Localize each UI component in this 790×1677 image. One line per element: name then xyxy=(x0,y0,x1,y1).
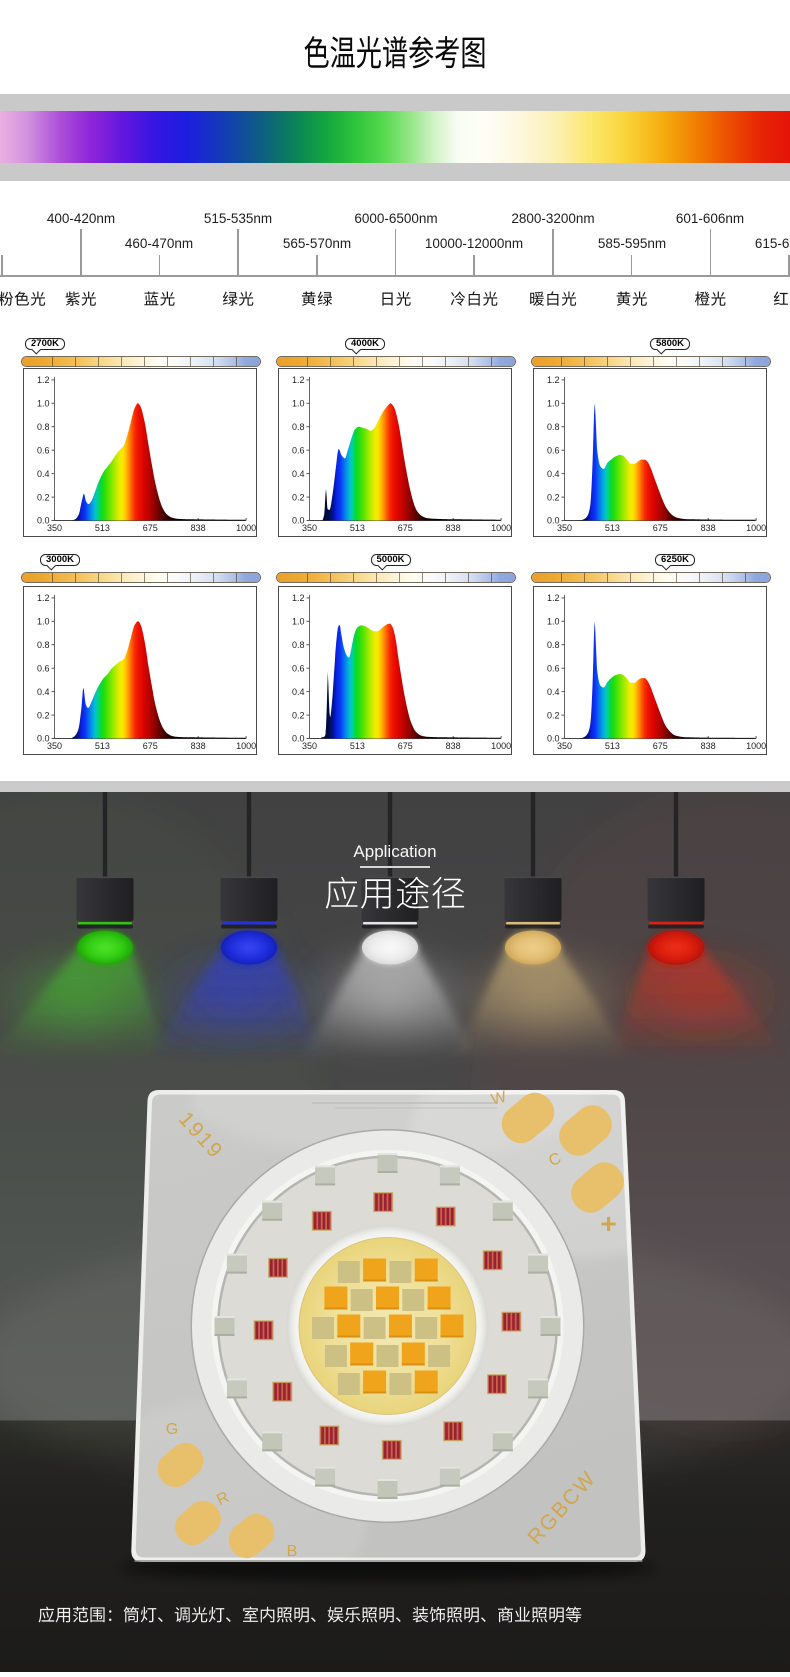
svg-text:0.6: 0.6 xyxy=(292,663,305,673)
svg-text:0.8: 0.8 xyxy=(546,422,559,432)
svg-text:0.4: 0.4 xyxy=(546,687,559,697)
svg-text:838: 838 xyxy=(446,741,461,751)
svg-text:W: W xyxy=(489,1088,509,1109)
svg-text:0.0: 0.0 xyxy=(37,734,50,744)
svg-text:675: 675 xyxy=(652,523,667,533)
svg-text:0.6: 0.6 xyxy=(546,445,559,455)
svg-text:350: 350 xyxy=(556,741,571,751)
svg-text:350: 350 xyxy=(302,741,317,751)
svg-text:1.0: 1.0 xyxy=(37,399,50,409)
svg-text:0.8: 0.8 xyxy=(292,640,305,650)
svg-text:0.2: 0.2 xyxy=(37,710,50,720)
svg-text:1000: 1000 xyxy=(491,741,511,751)
svg-text:513: 513 xyxy=(604,523,619,533)
svg-text:1.2: 1.2 xyxy=(37,375,50,385)
svg-text:0.6: 0.6 xyxy=(546,663,559,673)
svg-text:838: 838 xyxy=(700,523,715,533)
svg-text:1.2: 1.2 xyxy=(37,593,50,603)
svg-text:0.0: 0.0 xyxy=(292,516,305,526)
svg-text:675: 675 xyxy=(143,741,158,751)
svg-text:1000: 1000 xyxy=(236,523,256,533)
svg-text:1.0: 1.0 xyxy=(292,617,305,627)
svg-text:1.2: 1.2 xyxy=(292,375,305,385)
svg-text:675: 675 xyxy=(398,741,413,751)
svg-text:0.4: 0.4 xyxy=(546,469,559,479)
svg-text:350: 350 xyxy=(47,523,62,533)
svg-text:1.2: 1.2 xyxy=(546,375,559,385)
svg-text:838: 838 xyxy=(191,741,206,751)
svg-text:0.8: 0.8 xyxy=(292,422,305,432)
svg-text:513: 513 xyxy=(95,523,110,533)
svg-text:838: 838 xyxy=(446,523,461,533)
svg-text:838: 838 xyxy=(700,741,715,751)
svg-text:1.0: 1.0 xyxy=(546,617,559,627)
svg-text:350: 350 xyxy=(556,523,571,533)
svg-text:B: B xyxy=(287,1543,298,1560)
svg-text:1.0: 1.0 xyxy=(546,399,559,409)
svg-text:1.0: 1.0 xyxy=(292,399,305,409)
svg-text:675: 675 xyxy=(652,741,667,751)
svg-text:0.6: 0.6 xyxy=(37,663,50,673)
svg-text:1.0: 1.0 xyxy=(37,617,50,627)
svg-text:0.2: 0.2 xyxy=(546,492,559,502)
svg-text:513: 513 xyxy=(350,523,365,533)
svg-text:1000: 1000 xyxy=(236,741,256,751)
svg-text:0.4: 0.4 xyxy=(292,687,305,697)
svg-text:0.0: 0.0 xyxy=(292,734,305,744)
svg-text:0.4: 0.4 xyxy=(37,469,50,479)
svg-text:1000: 1000 xyxy=(746,741,766,751)
svg-text:0.8: 0.8 xyxy=(37,640,50,650)
svg-text:350: 350 xyxy=(47,741,62,751)
svg-text:0.8: 0.8 xyxy=(37,422,50,432)
svg-text:0.4: 0.4 xyxy=(37,687,50,697)
svg-text:0.0: 0.0 xyxy=(546,734,559,744)
svg-text:1000: 1000 xyxy=(746,523,766,533)
svg-text:513: 513 xyxy=(95,741,110,751)
svg-text:1000: 1000 xyxy=(491,523,511,533)
svg-text:+: + xyxy=(600,1208,616,1239)
svg-text:1.2: 1.2 xyxy=(546,593,559,603)
svg-text:350: 350 xyxy=(302,523,317,533)
svg-text:0.2: 0.2 xyxy=(37,492,50,502)
svg-text:838: 838 xyxy=(191,523,206,533)
svg-text:675: 675 xyxy=(143,523,158,533)
svg-text:1.2: 1.2 xyxy=(292,593,305,603)
svg-text:513: 513 xyxy=(350,741,365,751)
svg-text:675: 675 xyxy=(398,523,413,533)
svg-text:0.2: 0.2 xyxy=(546,710,559,720)
svg-text:0.2: 0.2 xyxy=(292,492,305,502)
svg-text:0.0: 0.0 xyxy=(37,516,50,526)
svg-text:0.6: 0.6 xyxy=(292,445,305,455)
svg-text:0.2: 0.2 xyxy=(292,710,305,720)
svg-text:G: G xyxy=(166,1421,178,1438)
svg-text:513: 513 xyxy=(604,741,619,751)
svg-text:0.4: 0.4 xyxy=(292,469,305,479)
svg-text:0.0: 0.0 xyxy=(546,516,559,526)
svg-text:0.8: 0.8 xyxy=(546,640,559,650)
svg-text:0.6: 0.6 xyxy=(37,445,50,455)
